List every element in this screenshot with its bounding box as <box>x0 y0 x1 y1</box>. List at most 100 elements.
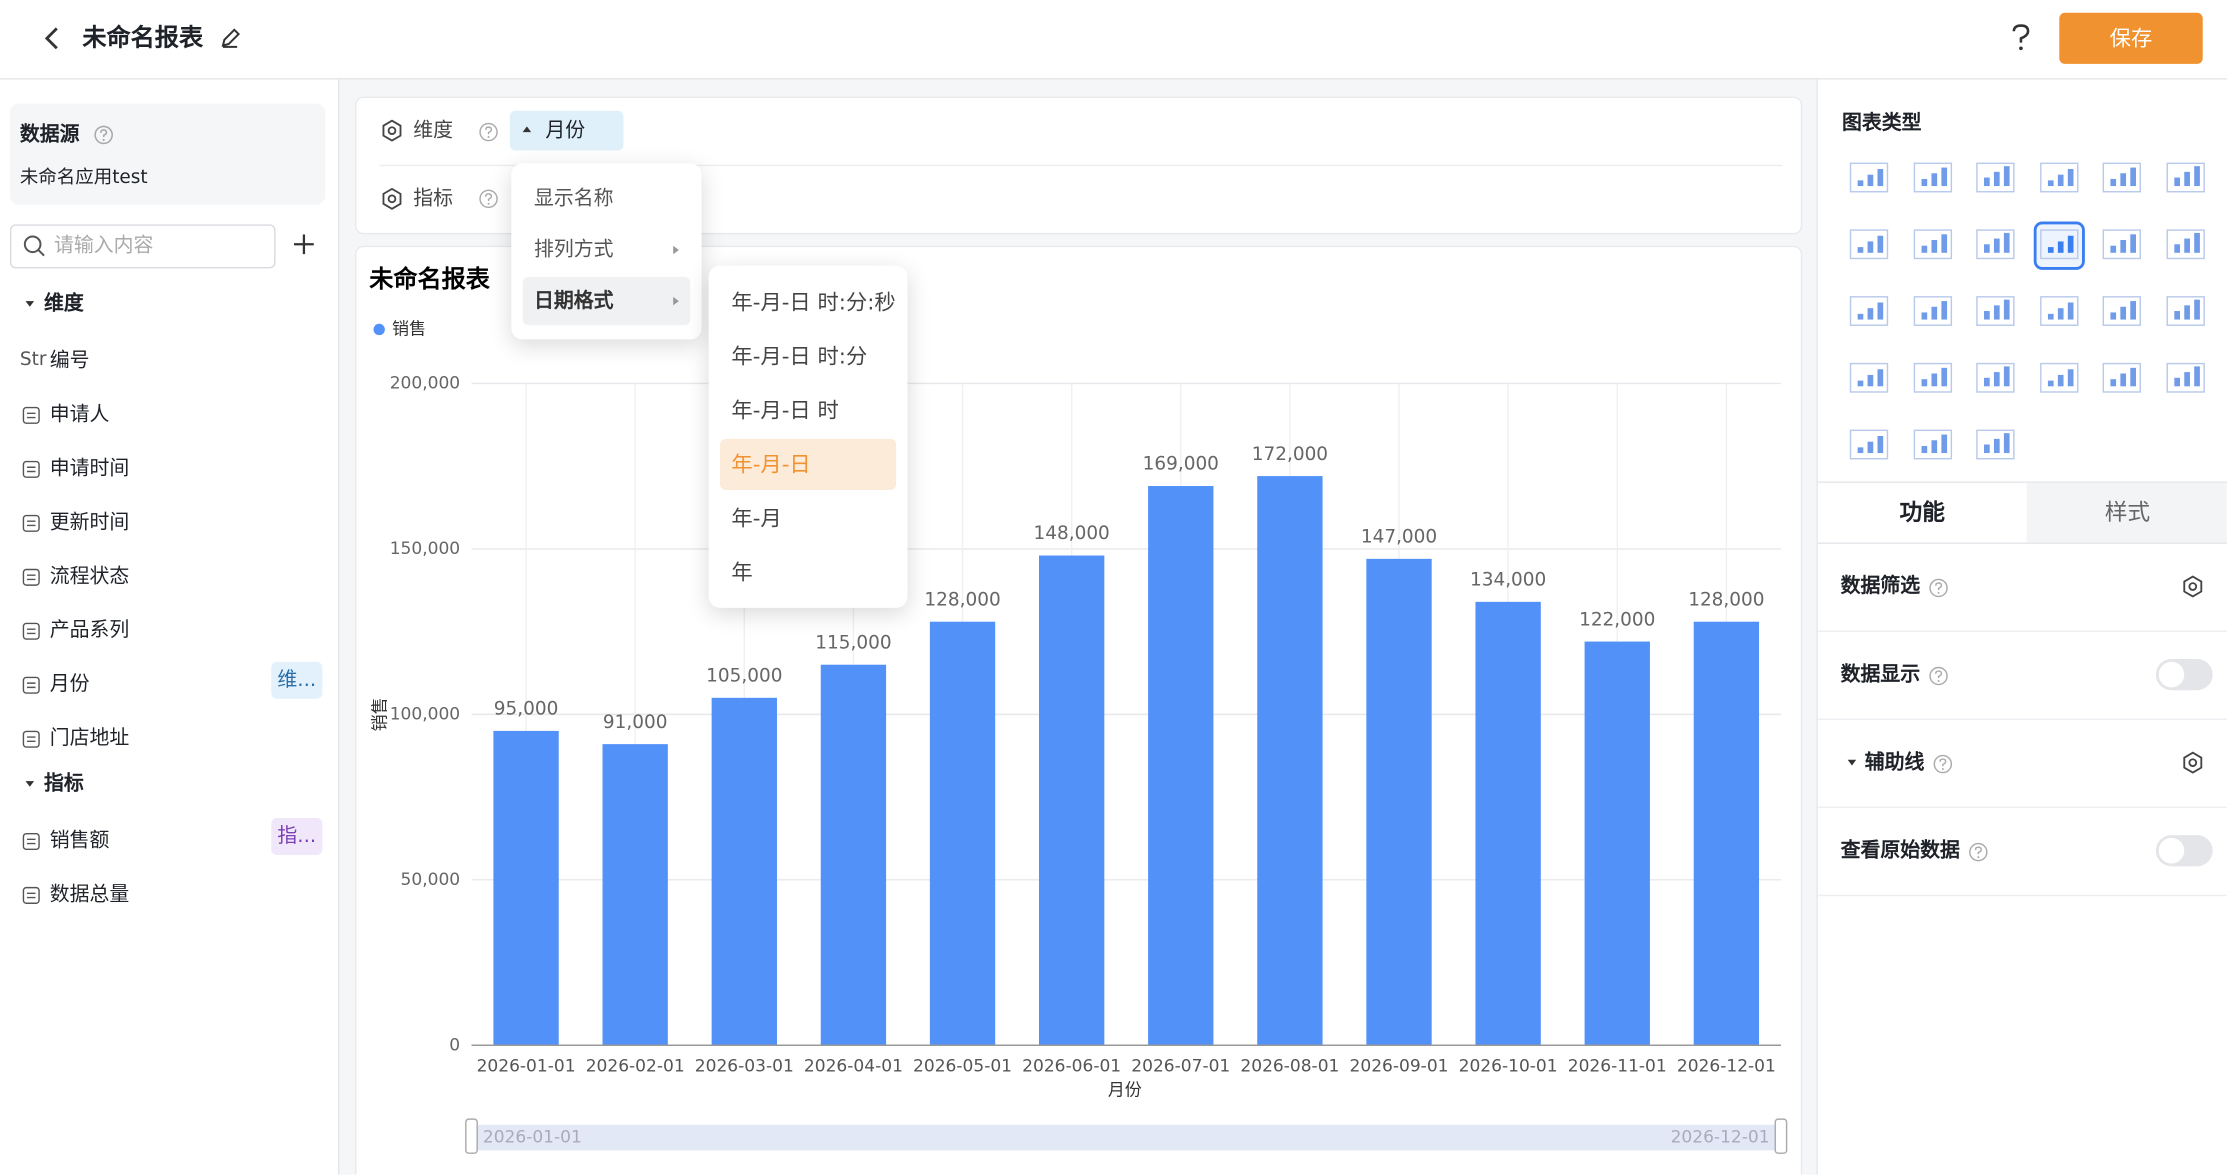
field-icon <box>22 676 40 694</box>
submenu-item[interactable]: 年-月-日 时:分:秒 <box>720 277 896 328</box>
submenu-item[interactable]: 年-月-日 <box>720 438 897 490</box>
bar <box>493 730 559 1046</box>
field-label[interactable]: 流程状态 <box>49 565 130 588</box>
bar <box>820 664 887 1046</box>
datasource-title: 数据源 <box>19 123 80 147</box>
field-label[interactable]: 编号 <box>49 349 90 373</box>
caret-icon <box>522 126 532 133</box>
field-icon <box>22 514 40 532</box>
submenu-item-label: 年 <box>731 559 753 586</box>
chart-type-icon[interactable] <box>1973 224 2018 267</box>
setting-label: 查看原始数据 <box>1840 839 1960 863</box>
report-title: 未命名报表 <box>82 24 204 53</box>
menu-item[interactable]: 日期格式 <box>522 276 691 326</box>
field-icon <box>22 886 40 904</box>
menu-item[interactable]: 显示名称 <box>523 175 691 223</box>
search-box[interactable]: 请输入内容 <box>9 224 276 269</box>
y-axis-title: 销售 <box>371 697 391 731</box>
chart-type-icon[interactable] <box>2099 291 2144 334</box>
field-icon <box>22 568 40 586</box>
bar <box>711 697 777 1046</box>
chart-type-icon[interactable] <box>1909 291 1954 334</box>
chart-type-icon[interactable] <box>1846 158 1891 201</box>
caret-icon <box>673 296 679 306</box>
help-icon <box>94 125 113 145</box>
edit-icon[interactable] <box>219 27 242 50</box>
dimension-chip[interactable]: 月份 <box>509 110 624 151</box>
field-label[interactable]: 申请时间 <box>49 457 130 481</box>
help-icon[interactable] <box>2008 23 2034 54</box>
value-label: 147,000 <box>1361 527 1437 548</box>
tab[interactable]: 功能 <box>1818 483 2027 543</box>
value-label: 91,000 <box>603 712 668 733</box>
bar <box>1038 555 1105 1046</box>
setting-row: 辅助线 <box>1817 719 2227 809</box>
submenu-item[interactable]: 年-月-日 时 <box>720 385 896 436</box>
chart-type-icon[interactable] <box>1909 158 1954 201</box>
settings-icon <box>2183 751 2203 774</box>
field-label[interactable]: 月份 <box>49 673 90 696</box>
bar <box>1584 641 1650 1046</box>
caret-icon <box>25 301 35 307</box>
x-tick-label: 2026-09-01 <box>1350 1057 1449 1077</box>
chart-type-icon[interactable] <box>1973 425 2018 468</box>
tab[interactable]: 样式 <box>2026 482 2227 543</box>
chart-type-icon[interactable] <box>1846 224 1891 267</box>
field-icon <box>22 730 40 748</box>
field-label[interactable]: 申请人 <box>49 403 110 427</box>
submenu-item[interactable]: 年-月 <box>720 493 896 544</box>
tabs: 功能 样式 <box>1817 481 2227 544</box>
bar <box>1366 558 1432 1046</box>
save-button[interactable]: 保存 <box>2059 12 2203 64</box>
chart-type-icon[interactable] <box>2162 358 2207 401</box>
chart-type-icon[interactable] <box>1909 224 1954 267</box>
help-icon <box>1933 754 1953 774</box>
chart-type-icon[interactable] <box>2099 358 2144 401</box>
x-tick-label: 2026-05-01 <box>913 1057 1012 1077</box>
chart-type-icon[interactable] <box>2036 158 2081 201</box>
chart-type-icon[interactable] <box>2099 224 2144 267</box>
value-label: 148,000 <box>1034 523 1110 544</box>
add-icon[interactable] <box>293 234 314 255</box>
chart-type-icon[interactable] <box>2162 158 2207 201</box>
field-label[interactable]: 门店地址 <box>49 727 130 750</box>
bar <box>1475 601 1541 1046</box>
field-label[interactable]: 产品系列 <box>49 619 130 642</box>
chart-type-icon[interactable] <box>1846 358 1891 401</box>
bar <box>1257 476 1323 1046</box>
chart-type-icon[interactable] <box>1909 425 1954 468</box>
chart-type-icon[interactable] <box>2162 291 2207 334</box>
chart-type-icon[interactable] <box>1846 291 1891 334</box>
chart-type-icon[interactable] <box>1973 158 2018 201</box>
submenu-item-label: 年-月-日 <box>731 451 811 478</box>
x-tick-label: 2026-07-01 <box>1131 1057 1230 1077</box>
field-label[interactable]: 更新时间 <box>49 511 130 534</box>
toggle-switch[interactable] <box>2154 834 2214 868</box>
chart-type-icon[interactable] <box>1909 358 1954 401</box>
chart-type-icon[interactable] <box>2162 224 2207 267</box>
help-icon <box>479 122 498 142</box>
chart-type-icon[interactable] <box>1846 425 1891 468</box>
menu-item[interactable]: 排列方式 <box>523 226 691 274</box>
chart-type-icon[interactable] <box>2036 358 2081 401</box>
dimensions-title: 维度 <box>44 292 84 316</box>
chart-type-icon[interactable] <box>1973 291 2018 334</box>
chart-type-icon[interactable] <box>2099 158 2144 201</box>
value-label: 128,000 <box>1688 589 1764 610</box>
submenu-item[interactable]: 年-月-日 时:分 <box>720 331 896 382</box>
toggle-switch[interactable] <box>2154 658 2214 692</box>
legend-marker <box>373 323 385 336</box>
submenu-item-label: 年-月-日 时 <box>731 397 839 424</box>
field-label[interactable]: 数据总量 <box>49 883 130 907</box>
submenu-item[interactable]: 年 <box>720 547 896 598</box>
chart-type-icon[interactable] <box>2033 221 2085 270</box>
menu-item-label: 日期格式 <box>533 289 614 313</box>
settings-icon <box>2183 575 2203 598</box>
back-icon[interactable] <box>43 26 63 52</box>
chart-type-icon[interactable] <box>2036 291 2081 334</box>
chart-type-icon[interactable] <box>1973 358 2018 401</box>
field-label[interactable]: 销售额 <box>49 829 110 853</box>
tab-label: 功能 <box>1899 498 1945 526</box>
chart-types-title: 图表类型 <box>1841 112 1922 135</box>
